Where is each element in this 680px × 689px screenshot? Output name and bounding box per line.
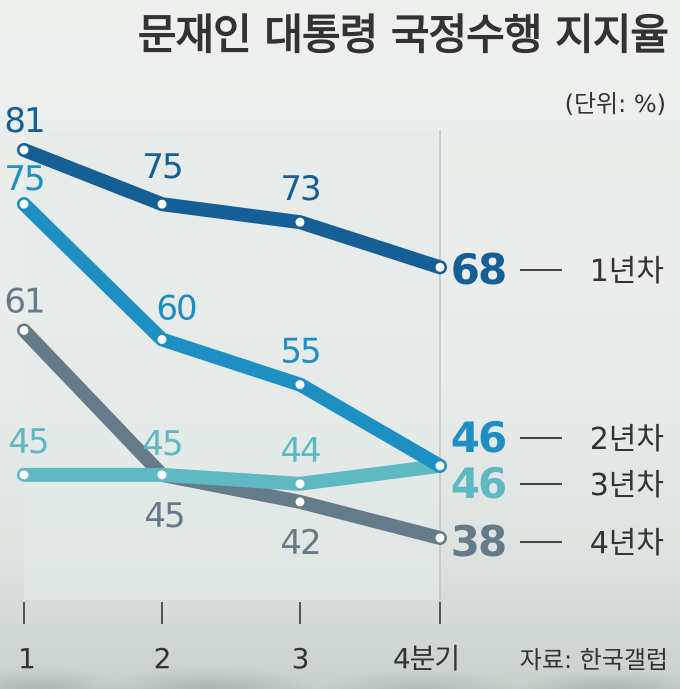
data-point bbox=[17, 468, 31, 482]
legend: 68 1년차 46 2년차 46 3년차 38 4년차 bbox=[451, 245, 664, 566]
x-axis: 1 2 3 4분기 bbox=[18, 602, 460, 675]
series-line bbox=[17, 323, 447, 545]
data-point bbox=[17, 323, 31, 337]
data-labels: 81 75 73 75 60 55 45 45 44 61 45 42 bbox=[4, 101, 322, 563]
data-point bbox=[433, 459, 447, 473]
data-point bbox=[293, 495, 307, 509]
unit-label: (단위: %) bbox=[564, 90, 666, 118]
data-point bbox=[293, 477, 307, 491]
end-value-label: 46 bbox=[451, 413, 505, 462]
series-group bbox=[17, 143, 447, 545]
data-point bbox=[293, 378, 307, 392]
x-tick-label: 1 bbox=[18, 642, 35, 675]
data-point bbox=[433, 260, 447, 274]
data-point bbox=[293, 215, 307, 229]
background-ground bbox=[0, 619, 680, 689]
end-value-label: 38 bbox=[451, 517, 505, 566]
data-label: 60 bbox=[156, 288, 196, 328]
series-line bbox=[17, 458, 447, 491]
data-point bbox=[17, 143, 31, 157]
end-value-label: 68 bbox=[451, 245, 505, 294]
data-label: 42 bbox=[280, 523, 319, 563]
data-label: 81 bbox=[4, 101, 43, 141]
data-label: 73 bbox=[280, 169, 319, 209]
data-point bbox=[155, 468, 169, 482]
legend-series-name: 1년차 bbox=[590, 254, 664, 289]
x-tick-label: 3 bbox=[292, 642, 309, 675]
legend-series-name: 3년차 bbox=[590, 468, 664, 503]
end-value-label: 46 bbox=[451, 459, 505, 508]
data-label: 75 bbox=[142, 147, 181, 187]
data-point bbox=[155, 332, 169, 346]
chart-title: 문재인 대통령 국정수행 지지율 bbox=[137, 10, 669, 59]
legend-series-name: 2년차 bbox=[590, 422, 664, 457]
data-label: 55 bbox=[280, 332, 319, 372]
data-label: 45 bbox=[142, 424, 181, 464]
data-label: 61 bbox=[4, 281, 43, 321]
legend-series-name: 4년차 bbox=[590, 526, 664, 561]
data-label: 44 bbox=[280, 431, 320, 471]
series-line bbox=[17, 197, 447, 473]
data-label: 45 bbox=[144, 496, 183, 536]
data-point bbox=[433, 531, 447, 545]
x-tick-label: 2 bbox=[154, 642, 171, 675]
data-label: 45 bbox=[8, 422, 47, 462]
data-label: 75 bbox=[4, 159, 43, 199]
data-point bbox=[17, 197, 31, 211]
source-label: 자료: 한국갤럽 bbox=[519, 646, 668, 674]
data-point bbox=[155, 197, 169, 211]
x-tick-label: 4분기 bbox=[393, 642, 459, 675]
series-line bbox=[17, 143, 447, 275]
